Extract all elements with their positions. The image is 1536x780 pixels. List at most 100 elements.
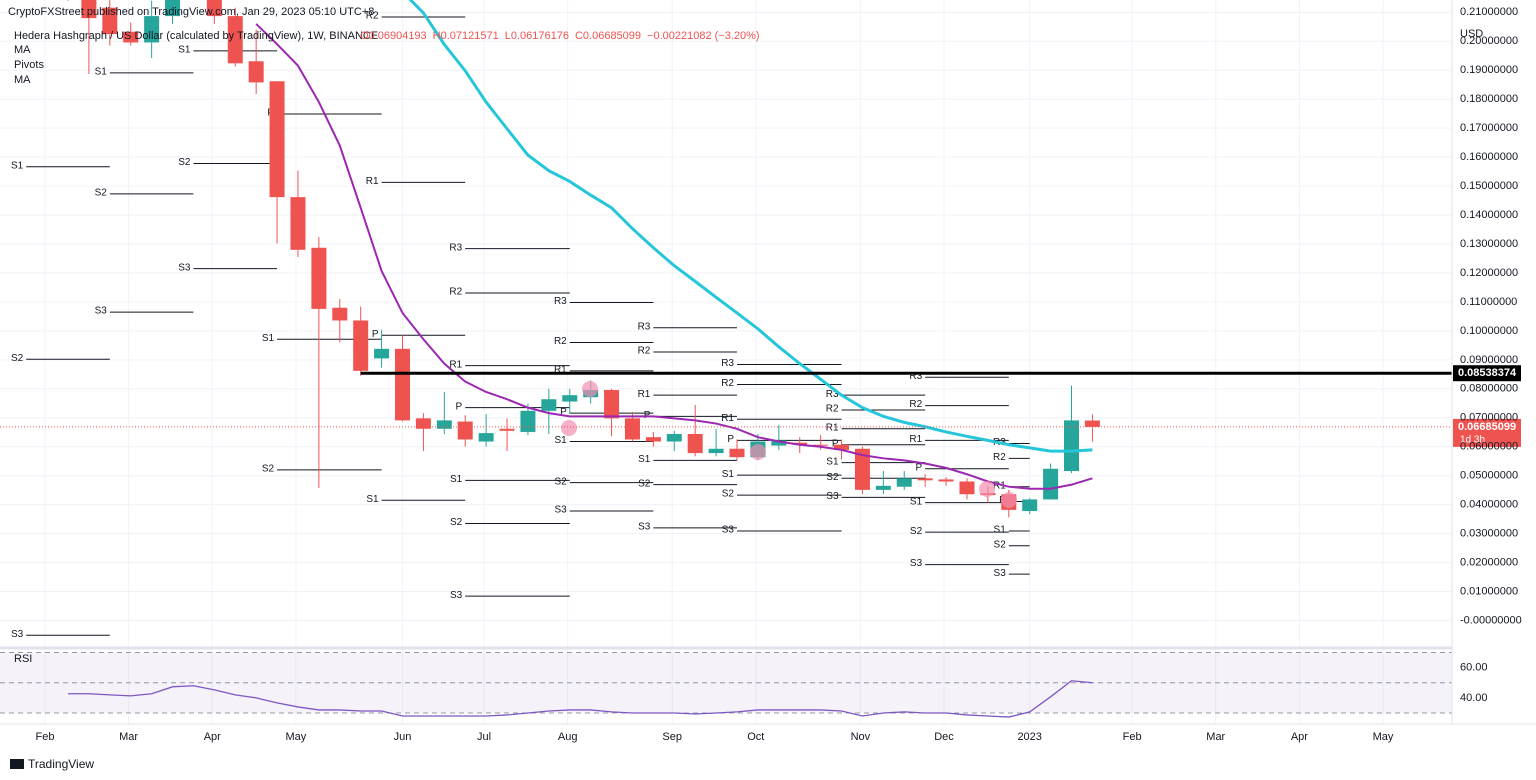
- pivot-label: R1: [366, 176, 379, 187]
- candle-body: [248, 61, 264, 83]
- candle-body: [165, 0, 181, 17]
- candle-body: [290, 197, 306, 250]
- pivot-label: R1: [721, 413, 734, 424]
- x-tick-label: Feb: [1123, 731, 1142, 743]
- pivot-label: S1: [910, 496, 923, 507]
- pivot-label: S2: [638, 478, 651, 489]
- pivot-label: S2: [95, 188, 108, 199]
- candle-body: [687, 433, 703, 454]
- candle-body: [1022, 499, 1038, 512]
- pivot-label: S1: [994, 525, 1007, 536]
- last-price-label: 0.06685099: [1458, 421, 1516, 433]
- pivot-label: S3: [994, 568, 1007, 579]
- signal-marker: [979, 481, 995, 497]
- last-price-tag: [1453, 418, 1521, 447]
- y-tick-label: 0.19000000: [1460, 64, 1518, 76]
- pivot-label: R2: [449, 287, 462, 298]
- candle-body: [562, 395, 578, 402]
- signal-markers: [561, 381, 1017, 508]
- published-note: CryptoFXStreet published on TradingView.…: [8, 6, 374, 18]
- level-tag: [1453, 365, 1521, 382]
- pivot-label: R1: [826, 422, 839, 433]
- pivot-label: S3: [555, 505, 568, 516]
- candle-body: [395, 348, 411, 421]
- pivot-label: S1: [555, 435, 568, 446]
- candle-body: [332, 307, 348, 321]
- x-tick-label: Feb: [36, 731, 55, 743]
- pivot-label: R3: [638, 321, 651, 332]
- pivot-label: R2: [554, 336, 567, 347]
- pivot-label: P: [456, 401, 463, 412]
- pivot-label: S2: [826, 472, 839, 483]
- pivot-label: S1: [826, 456, 839, 467]
- candle-body: [123, 31, 139, 43]
- candle-body: [604, 389, 620, 419]
- pivot-label: R2: [909, 399, 922, 410]
- pivot-label: S3: [11, 629, 24, 640]
- x-tick-label: Jul: [477, 731, 491, 743]
- y-tick-label: 0.01000000: [1460, 585, 1518, 597]
- x-tick-label: Dec: [934, 731, 954, 743]
- x-tick-label: Mar: [119, 731, 138, 743]
- x-tick-label: 2023: [1017, 731, 1041, 743]
- pivot-label: S1: [262, 333, 275, 344]
- x-tick-label: May: [285, 731, 306, 743]
- legend-entry: Pivots: [14, 59, 44, 71]
- pivot-label: S1: [178, 44, 191, 55]
- pivot-label: R1: [554, 364, 567, 375]
- candle-body: [938, 479, 954, 482]
- rsi-line: [68, 680, 1093, 718]
- y-tick-label: 0.12000000: [1460, 267, 1518, 279]
- candle-body: [708, 448, 724, 454]
- pivot-label: P: [915, 462, 922, 473]
- pivot-label: R3: [554, 296, 567, 307]
- pivot-label: R2: [993, 452, 1006, 463]
- rsi-tick-label: 40.00: [1460, 692, 1488, 704]
- y-tick-label: 0.14000000: [1460, 209, 1518, 221]
- pivot-label: S1: [638, 454, 651, 465]
- ohlc-legend-value: −0.00221082 (−3.20%): [647, 30, 760, 42]
- candle-body: [875, 485, 891, 490]
- candle-body: [102, 7, 118, 35]
- candle-body: [457, 421, 473, 440]
- pivot-label: S1: [11, 160, 24, 171]
- x-tick-label: Oct: [747, 731, 764, 743]
- y-tick-label: 0.05000000: [1460, 470, 1518, 482]
- y-tick-label: 0.15000000: [1460, 180, 1518, 192]
- brand: TradingView: [10, 757, 94, 771]
- pivot-label: R3: [721, 358, 734, 369]
- ma-line: [255, 23, 1093, 490]
- candle-body: [896, 478, 912, 487]
- y-tick-label: 0.18000000: [1460, 93, 1518, 105]
- pivot-label: S1: [450, 474, 463, 485]
- y-tick-label: 0.20000000: [1460, 35, 1518, 47]
- ohlc-legend-value: O0.06904193: [360, 30, 427, 42]
- pivot-label: S3: [826, 491, 839, 502]
- candle-body: [729, 448, 745, 458]
- y-tick-label: 0.17000000: [1460, 122, 1518, 134]
- pivot-label: S3: [178, 262, 191, 273]
- candle-body: [269, 81, 285, 198]
- y-tick-label: 0.13000000: [1460, 238, 1518, 250]
- candle-body: [1043, 468, 1059, 500]
- candle-body: [1064, 420, 1080, 472]
- candle-body: [144, 16, 160, 43]
- candle-body: [792, 442, 808, 445]
- candle-body: [771, 440, 787, 446]
- brand-logo: [10, 759, 24, 769]
- candle-body: [666, 433, 682, 442]
- candle-body: [813, 444, 829, 446]
- x-tick-label: Sep: [662, 731, 682, 743]
- x-tick-label: Mar: [1206, 731, 1225, 743]
- y-tick-label: 0.21000000: [1460, 6, 1518, 18]
- rsi-tick-label: 60.00: [1460, 662, 1488, 674]
- y-tick-label: 0.11000000: [1460, 296, 1517, 308]
- candle-body: [206, 0, 222, 17]
- candle-body: [227, 16, 243, 64]
- brand-name: TradingView: [28, 757, 94, 771]
- grid: [0, 0, 1452, 724]
- pivot-label: S3: [910, 558, 923, 569]
- overlay: 0.08538374 0.06685099 1d 3h: [0, 365, 1521, 447]
- pivot-label: S1: [722, 469, 735, 480]
